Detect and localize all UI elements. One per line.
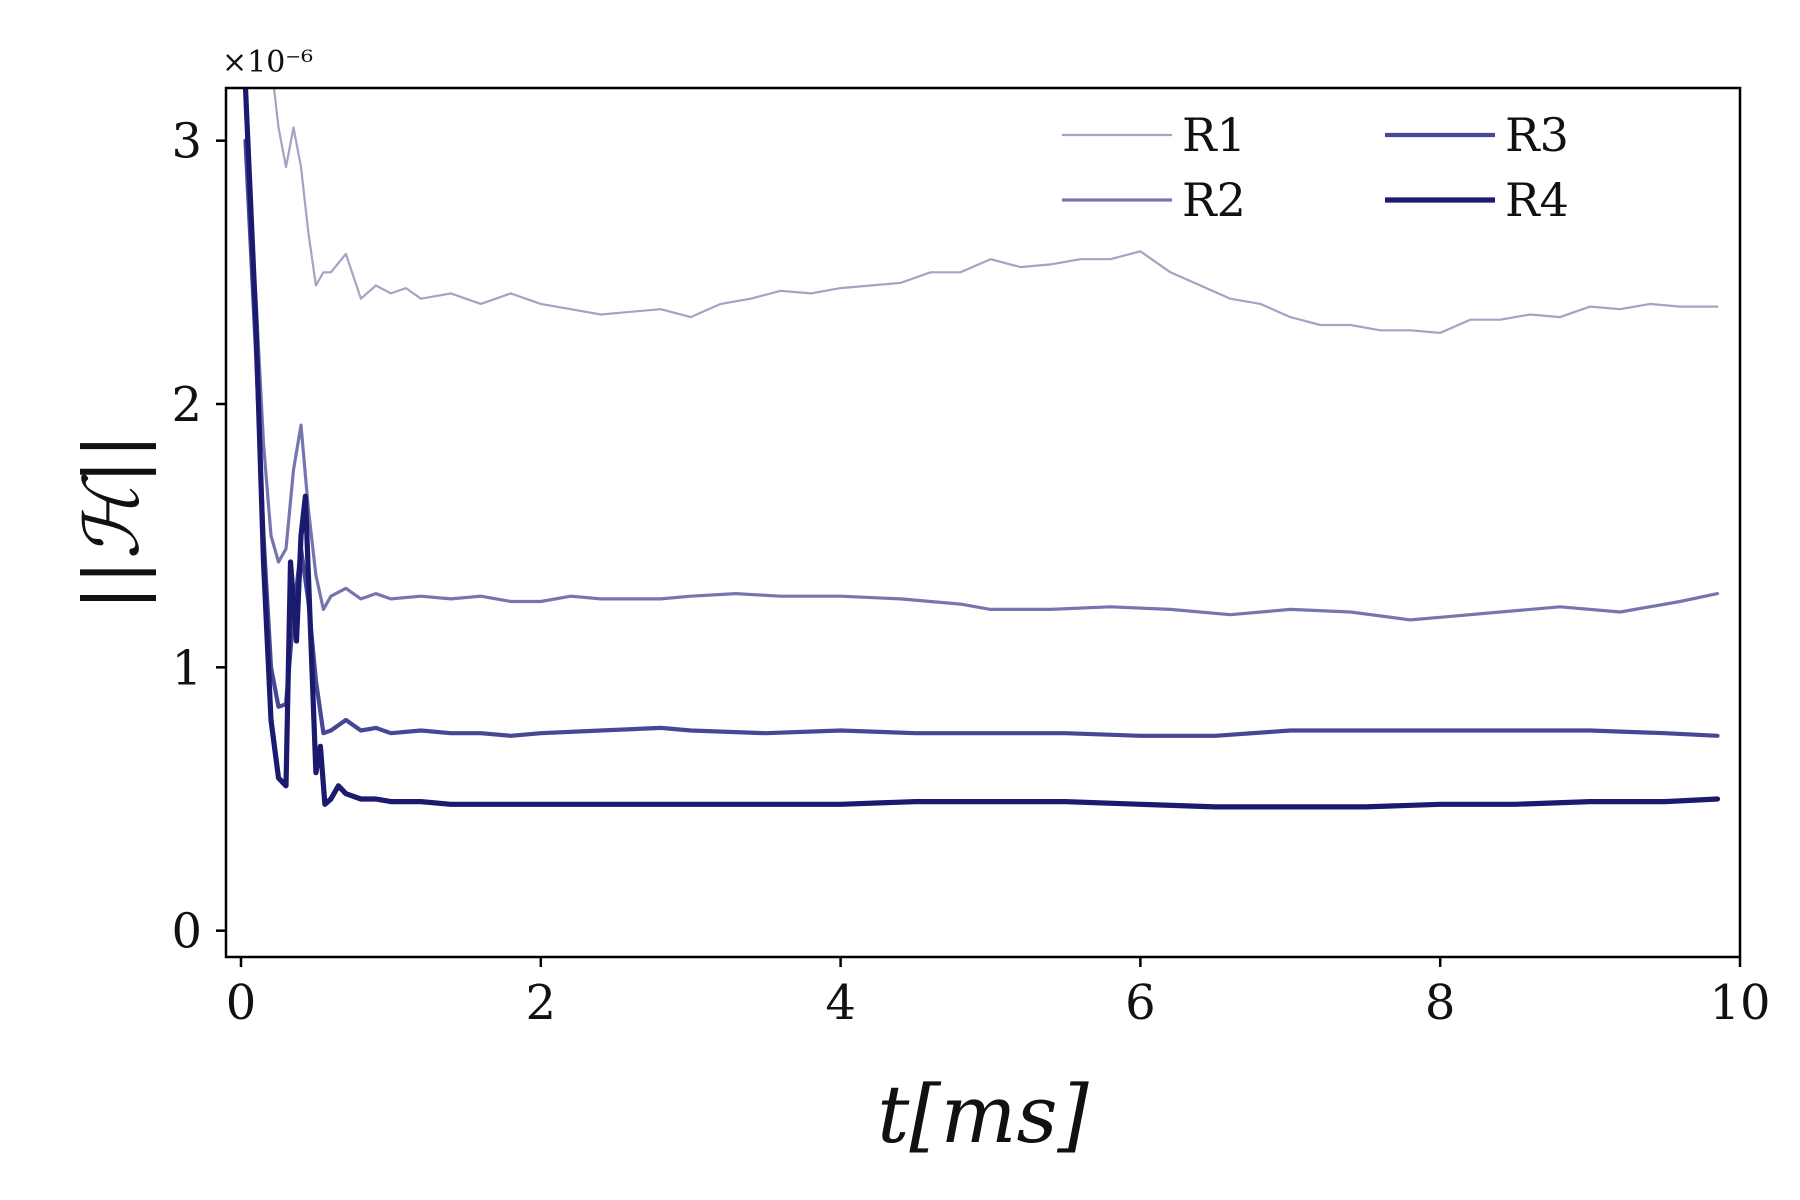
series-line-r2 [243, 139, 1720, 622]
x-tick-label: 10 [1709, 975, 1770, 1031]
x-tick-label: 2 [526, 975, 557, 1031]
y-offset-label: ×10⁻⁶ [222, 45, 313, 80]
y-tick-label: 0 [171, 904, 202, 960]
y-tick-label: 2 [171, 377, 202, 433]
plot-series [242, 88, 1721, 810]
plot-frame [224, 86, 1742, 959]
y-axis-ticks: 0 1 2 3 [171, 114, 226, 960]
y-axis-label: ||ℋ|| [67, 433, 156, 611]
x-tick-label: 0 [226, 975, 257, 1031]
x-axis-label: t[ms] [877, 1068, 1089, 1161]
legend-label: R3 [1505, 108, 1569, 162]
series-line-r1 [244, 88, 1719, 334]
legend-label: R2 [1182, 173, 1246, 227]
y-tick-label: 3 [171, 114, 202, 170]
series-line-r4 [242, 88, 1721, 810]
x-tick-label: 8 [1425, 975, 1456, 1031]
series-line-r3 [243, 138, 1720, 738]
legend-item-r4: R4 [1385, 173, 1569, 227]
legend: R1 R2 R3 R4 [1062, 108, 1569, 227]
legend-item-r3: R3 [1385, 108, 1569, 162]
x-tick-label: 4 [825, 975, 856, 1031]
x-tick-label: 6 [1125, 975, 1156, 1031]
legend-label: R1 [1182, 108, 1246, 162]
legend-label: R4 [1505, 173, 1569, 227]
legend-item-r1: R1 [1062, 108, 1246, 162]
y-tick-label: 1 [171, 640, 202, 696]
x-axis-ticks: 0 2 4 6 8 10 [226, 957, 1771, 1031]
legend-item-r2: R2 [1062, 173, 1246, 227]
